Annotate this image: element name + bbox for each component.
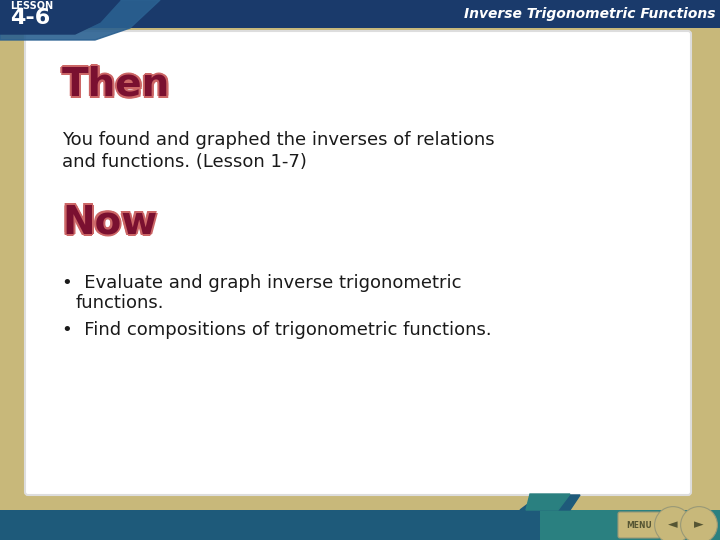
Text: Then: Then — [62, 64, 170, 102]
Text: ►: ► — [694, 518, 704, 531]
Text: Then: Then — [62, 68, 170, 106]
Text: Now: Now — [63, 205, 158, 242]
Text: Then: Then — [60, 66, 168, 104]
Text: Inverse Trigonometric Functions: Inverse Trigonometric Functions — [464, 7, 715, 21]
Text: LESSON: LESSON — [10, 1, 53, 11]
FancyBboxPatch shape — [618, 512, 660, 538]
Text: Then: Then — [63, 68, 172, 105]
Text: MENU: MENU — [626, 521, 652, 530]
Text: Then: Then — [64, 66, 172, 104]
Text: Now: Now — [62, 203, 157, 241]
Text: Then: Then — [60, 68, 168, 105]
Text: Then: Then — [62, 66, 170, 104]
Text: •  Find compositions of trigonometric functions.: • Find compositions of trigonometric fun… — [62, 321, 492, 339]
Bar — [540, 510, 720, 540]
FancyBboxPatch shape — [654, 507, 691, 540]
Bar — [0, 510, 720, 540]
Polygon shape — [520, 495, 580, 510]
Polygon shape — [0, 0, 160, 40]
Polygon shape — [526, 494, 570, 510]
Polygon shape — [0, 0, 120, 34]
Text: Now: Now — [64, 203, 159, 241]
FancyBboxPatch shape — [25, 31, 691, 495]
Text: 4-6: 4-6 — [10, 8, 50, 28]
Text: Now: Now — [62, 201, 157, 239]
Text: and functions. (Lesson 1-7): and functions. (Lesson 1-7) — [62, 153, 307, 171]
Text: Then: Then — [63, 64, 172, 103]
Text: •  Evaluate and graph inverse trigonometric: • Evaluate and graph inverse trigonometr… — [62, 274, 462, 292]
Text: Now: Now — [60, 205, 156, 242]
Text: functions.: functions. — [76, 294, 164, 312]
Text: ◄: ◄ — [668, 518, 678, 531]
Bar — [0, 0, 720, 28]
Text: Then: Then — [60, 64, 168, 103]
Text: Now: Now — [63, 201, 158, 240]
Text: Now: Now — [60, 201, 156, 240]
Text: Now: Now — [60, 203, 155, 241]
Text: Now: Now — [62, 205, 157, 243]
Text: You found and graphed the inverses of relations: You found and graphed the inverses of re… — [62, 131, 495, 149]
FancyBboxPatch shape — [680, 507, 717, 540]
